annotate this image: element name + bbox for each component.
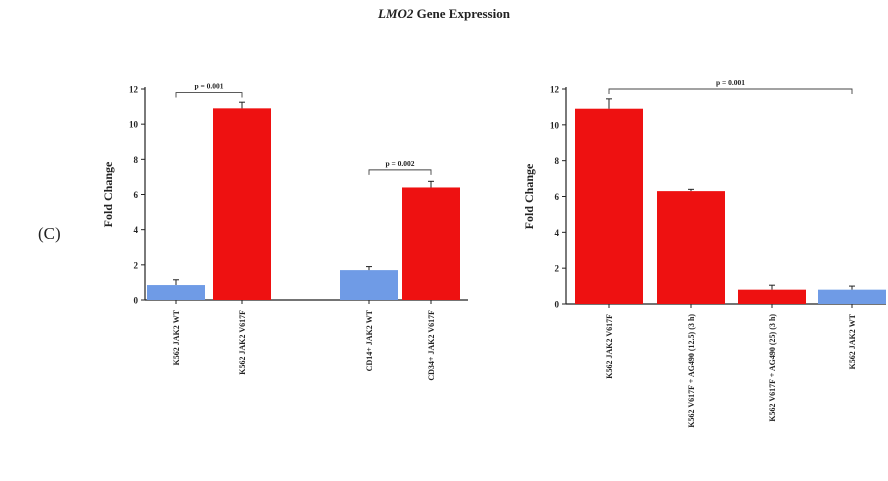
right-y-axis-label: Fold Change [522, 163, 536, 229]
right-y-tick-label: 6 [555, 192, 560, 202]
right-significance-bracket [608, 88, 853, 94]
right-bar [738, 289, 806, 304]
right-p-value-label: p = 0.001 [716, 78, 745, 87]
left-category-label: K562 JAK2 WT [172, 309, 181, 365]
right-y-tick-label: 2 [555, 264, 560, 274]
left-y-axis-label: Fold Change [101, 161, 115, 227]
left-significance-bracket [175, 92, 243, 98]
left-bar [402, 187, 460, 300]
right-category-label: K562 JAK2 WT [848, 313, 857, 369]
right-bar [818, 289, 886, 304]
gene-name: LMO2 [378, 6, 414, 21]
left-category-label: CD14+ JAK2 WT [365, 309, 374, 371]
left-p-value-label: p = 0.002 [385, 159, 414, 168]
left-bar [213, 108, 271, 300]
left-y-tick-label: 10 [129, 120, 139, 130]
right-y-tick-label: 4 [555, 228, 560, 238]
left-y-tick-label: 6 [134, 190, 139, 200]
right-category-label: K562 JAK2 V617F [605, 314, 614, 379]
right-category-label: K562 V617F + AG490 (25) (3 h) [768, 314, 777, 422]
left-y-tick-label: 4 [134, 225, 139, 235]
right-bar [575, 108, 643, 304]
left-category-label: K562 JAK2 V617F [238, 310, 247, 375]
right-y-tick-label: 12 [550, 85, 560, 95]
panel-label: (C) [38, 224, 61, 243]
title-rest: Gene Expression [413, 6, 510, 21]
left-category-label: CD34+ JAK2 V617F [427, 310, 436, 381]
right-category-label: K562 V617F + AG490 (12.5) (3 h) [687, 314, 696, 428]
figure-title: LMO2 Gene Expression [0, 6, 888, 22]
right-y-tick-label: 8 [555, 156, 560, 166]
left-p-value-label: p = 0.001 [194, 82, 223, 91]
left-significance-bracket [368, 169, 432, 175]
left-bar [340, 270, 398, 300]
left-y-tick-label: 12 [129, 85, 139, 95]
right-y-tick-label: 10 [550, 120, 560, 130]
right-bar [657, 191, 725, 304]
right-y-tick-label: 0 [555, 300, 560, 310]
left-bar [147, 285, 205, 300]
left-y-tick-label: 8 [134, 155, 139, 165]
left-y-tick-label: 2 [134, 260, 139, 270]
left-y-tick-label: 0 [134, 296, 139, 306]
